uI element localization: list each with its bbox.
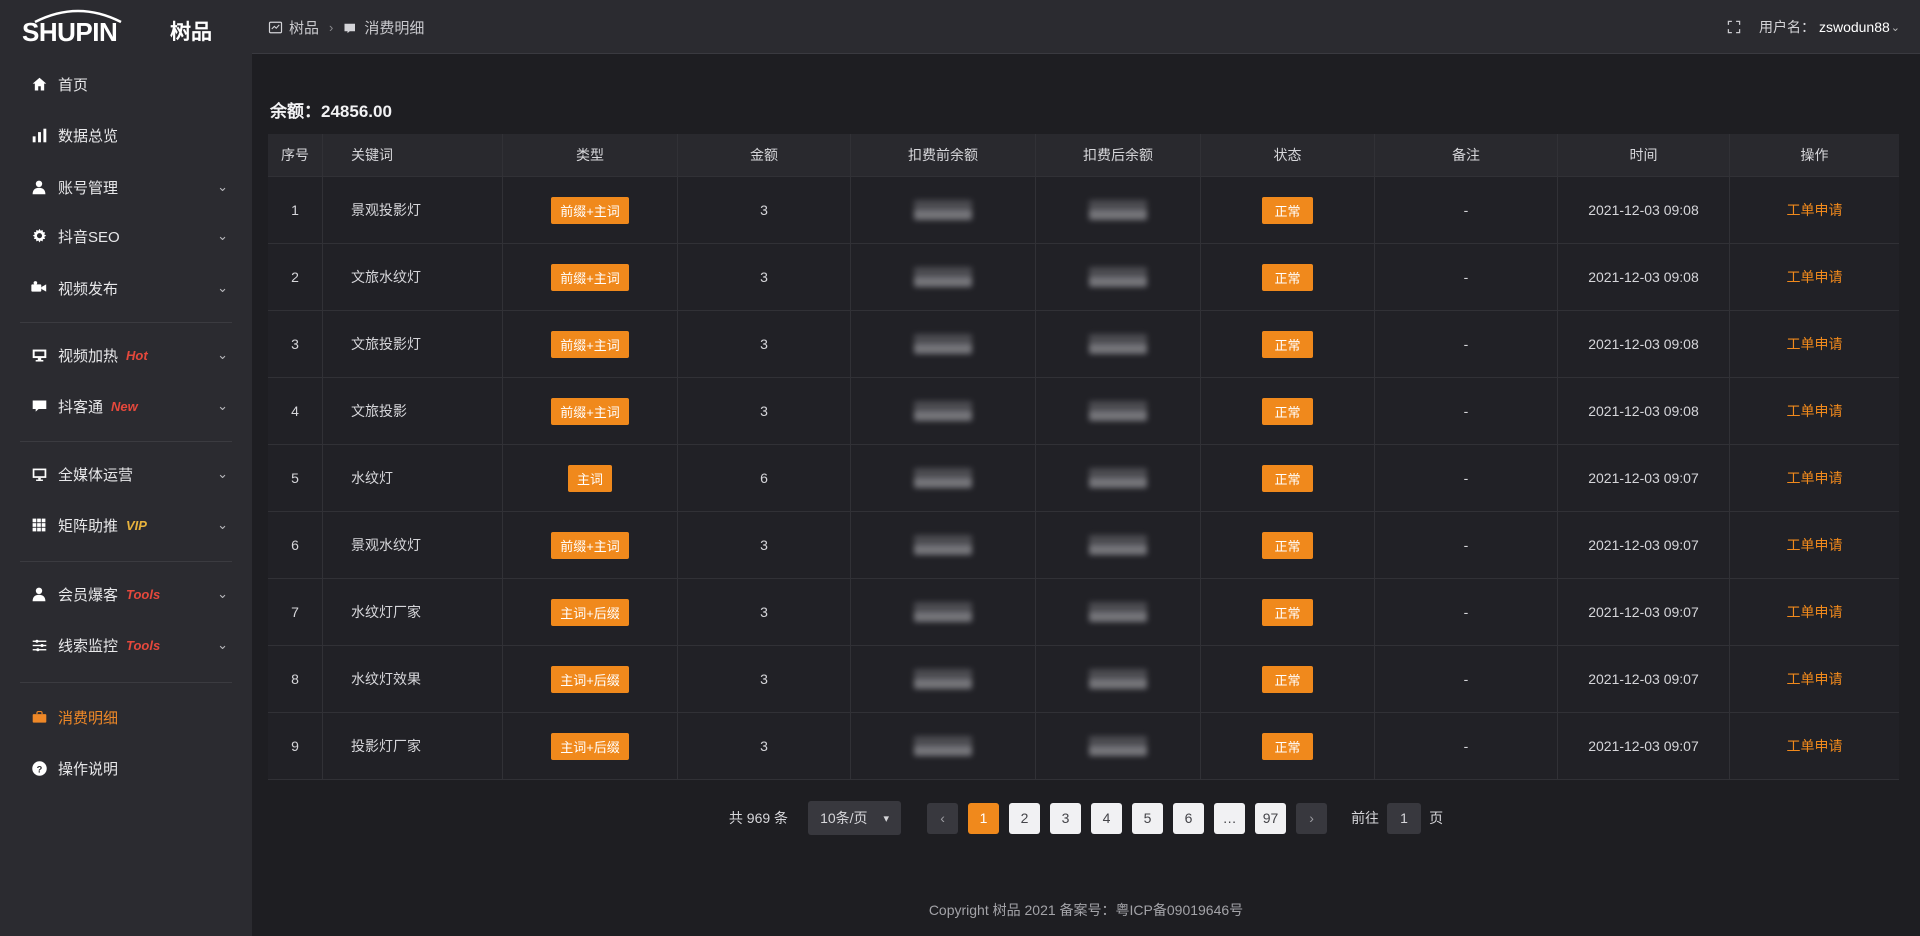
svg-text:树品: 树品	[170, 20, 212, 44]
svg-text:SHUPIN: SHUPIN	[22, 17, 117, 47]
svg-text:?: ?	[36, 764, 42, 774]
